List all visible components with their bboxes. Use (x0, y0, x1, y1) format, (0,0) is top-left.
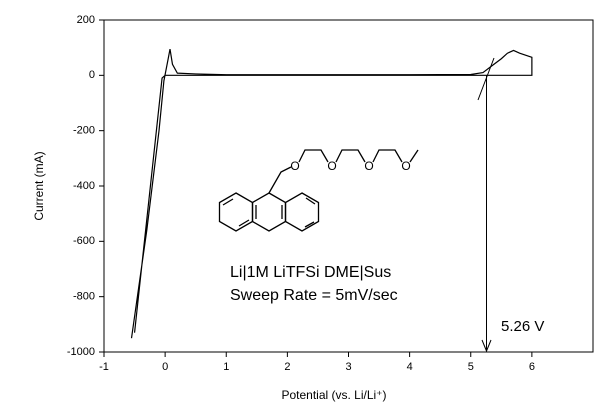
molecule-atoms: O O O O (290, 159, 410, 173)
y-tick-label: 0 (89, 69, 95, 81)
annotation: Li|1M LiTFSi DME|Sus (230, 264, 391, 281)
x-tick-label: 2 (284, 361, 290, 373)
annotation: Sweep Rate = 5mV/sec (230, 287, 398, 304)
x-tick-label: 0 (162, 361, 168, 373)
atom-label: O (290, 159, 299, 173)
molecule (218, 149, 419, 232)
y-tick-label: -200 (73, 125, 95, 137)
onset-marker (477, 57, 495, 353)
data-line (130, 48, 533, 339)
y-tick-label: -400 (73, 180, 95, 192)
y-tick-label: -1000 (67, 346, 95, 358)
atom-label: O (327, 159, 336, 173)
atom-label: O (401, 159, 410, 173)
annotation: 5.26 V (501, 318, 544, 335)
y-tick-label: -800 (73, 291, 95, 303)
x-axis-label: Potential (vs. Li/Li⁺) (281, 388, 386, 402)
atom-label: O (364, 159, 373, 173)
x-tick-label: 4 (407, 361, 413, 373)
y-tick-label: -600 (73, 235, 95, 247)
x-tick-label: 5 (468, 361, 474, 373)
y-tick-label: 200 (77, 14, 95, 26)
x-tick-label: -1 (99, 361, 109, 373)
y-axis-label: Current (mA) (32, 151, 46, 220)
x-tick-label: 3 (345, 361, 351, 373)
x-tick-label: 6 (529, 361, 535, 373)
x-tick-label: 1 (223, 361, 229, 373)
